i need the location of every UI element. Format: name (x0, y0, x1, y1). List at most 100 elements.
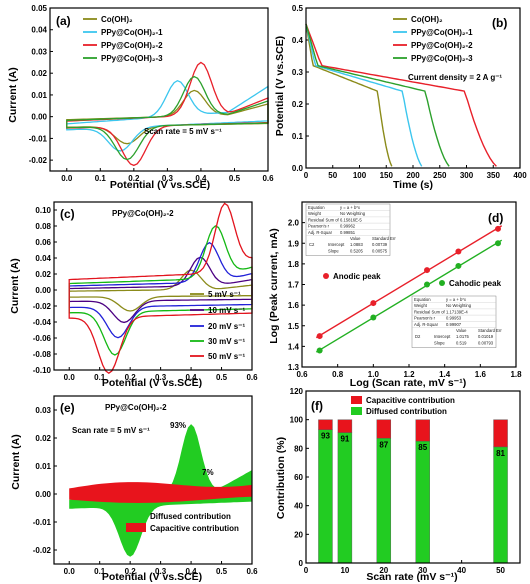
fit-table-anodic: Equation y = a + b*x Weight No WeightingRes… (305, 203, 396, 256)
data-point-0 (316, 333, 323, 340)
bar-capacitive (318, 419, 333, 430)
panel-a-legend: Co(OH)₂ PPy@Co(OH)₂-1 PPy@Co(OH)₂-2 PPy@… (83, 15, 163, 63)
panel-e-annotation: Scan rate = 5 mV s⁻¹ (72, 426, 150, 435)
panel-d-ytick-label: 2.0 (288, 219, 300, 228)
panel-f-xtick-label: 10 (340, 566, 349, 575)
panel-f-contribution-bars: Contribution (%) Scan rate (mV s⁻¹) 0 10 2… (275, 387, 521, 583)
panel-d-log-fit: Log (Peak current, mA) Log (Scan rate, m… (268, 201, 522, 389)
diffused-pct-label: 93% (170, 421, 186, 430)
panel-d-xtick-label: 1.2 (403, 370, 415, 379)
panel-f-ytick-label: 0 (299, 559, 304, 568)
panel-a-ytick-label: 0.00 (31, 113, 47, 122)
panel-d-xtick-label: 0.8 (332, 370, 344, 379)
panel-c-ytick-label: -0.04 (33, 318, 52, 327)
panel-e-ylabel: Current (A) (10, 434, 22, 489)
gcd-curve-ppy3 (305, 23, 450, 167)
fit-table-key: Pearson's r (414, 316, 436, 321)
panel-f-ytick-label: 40 (294, 502, 303, 511)
panel-a-ytick-label: 0.05 (31, 4, 47, 13)
panel-c-ytick-label: 0.10 (35, 206, 51, 215)
fit-table-coef: Value (350, 236, 361, 241)
panel-a-xtick-label: 0.6 (262, 174, 274, 183)
cv-curve-ppy2 (66, 61, 269, 167)
panel-b-ytick-label: 0.0 (292, 164, 304, 173)
panel-c-ytick-label: 0.08 (35, 222, 51, 231)
fit-table-key: Weight (308, 211, 322, 216)
fit-table-coef: 0.01019 (478, 334, 494, 339)
diffused-area (69, 424, 252, 557)
panel-e-xtick-label: 0.2 (125, 567, 137, 576)
panel-a-ytick-label: 0.04 (31, 26, 47, 35)
panel-f-ytick-label: 120 (290, 387, 304, 396)
gcd-curve-ppy2 (305, 23, 497, 167)
fit-table-val: 6.15816E-5 (340, 217, 362, 222)
fit-table-val: No Weighting (446, 303, 472, 308)
panel-a-xtick-label: 0.3 (162, 174, 174, 183)
panel-f-ytick-label: 80 (294, 444, 303, 453)
panel-b-ytick-label: 0.5 (292, 4, 304, 13)
fit-table-coef: 0.5205 (350, 248, 363, 253)
legend-label-50mv: 50 mV s⁻¹ (208, 352, 245, 361)
panel-a-label: (a) (56, 14, 71, 28)
panel-c-legend: 5 mV s⁻¹ 10 mV s⁻¹ 20 mV s⁻¹ 30 mV s⁻¹ 5… (190, 290, 245, 361)
panel-c-ytick-label: -0.06 (33, 334, 52, 343)
fit-table-coef: Intercept (434, 334, 451, 339)
panel-b-xtick-label: 50 (328, 171, 337, 180)
panel-f-ytick-label: 20 (294, 530, 303, 539)
legend-label-30mv: 30 mV s⁻¹ (208, 337, 245, 346)
fit-table-val: No Weighting (340, 211, 366, 216)
panel-c-title: PPy@Co(OH)₂-2 (112, 209, 174, 218)
panel-f-ytick-label: 60 (294, 473, 303, 482)
fit-table-val: 0.99907 (446, 322, 462, 327)
legend-label-20mv: 20 mV s⁻¹ (208, 322, 245, 331)
data-point-0 (494, 225, 501, 232)
panel-e-label: (e) (60, 401, 75, 415)
data-point-1 (370, 314, 377, 321)
panel-e-ytick-label: 0.02 (35, 434, 51, 443)
panel-d-ytick-label: 1.7 (288, 281, 300, 290)
data-point-1 (316, 347, 323, 354)
panel-c-xtick-label: 0.5 (216, 373, 228, 382)
bar-value-label: 91 (340, 435, 349, 444)
legend-swatch-capacitive-f (351, 396, 362, 404)
legend-swatch-diffused (126, 511, 146, 520)
panel-c-ytick-label: 0.00 (35, 286, 51, 295)
fit-line-0 (315, 225, 503, 339)
panel-f-bars: 93 91 87 85 81 (318, 419, 508, 564)
panel-f-ytick-label: 100 (290, 416, 304, 425)
panel-c-cv-scan-rates: Current (A) Potential (V vs.SCE) 0.0 0.1 0… (9, 201, 258, 389)
cv-curve-ppy3 (66, 75, 269, 161)
panel-c-xtick-label: 0.2 (125, 373, 137, 382)
panel-d-fit-lines (315, 225, 503, 353)
fit-table-key: Equation (308, 205, 325, 210)
panel-e-xtick-label: 0.6 (246, 567, 258, 576)
panel-d-xtick-label: 0.6 (296, 370, 308, 379)
fit-table-cathodic: Equation y = a + b*x Weight No WeightingRes… (411, 295, 502, 348)
panel-f-frame (305, 390, 521, 564)
panel-b-gcd: Potential (V vs.SCE) Time (s) 0 50 100 150 2… (274, 4, 527, 191)
panel-b-ylabel: Potential (V vs.SCE) (274, 36, 286, 136)
panel-c-xtick-label: 0.1 (94, 373, 106, 382)
panel-f-ylabel: Contribution (%) (275, 437, 287, 519)
panel-c-xtick-label: 0.3 (155, 373, 167, 382)
panel-b-xtick-label: 0 (304, 171, 309, 180)
panel-d-xtick-label: 1.8 (510, 370, 522, 379)
bar-diffused (415, 440, 430, 564)
panel-c-ytick-label: -0.10 (33, 366, 52, 375)
fit-table-coef: 0.00793 (478, 340, 494, 345)
panel-f-legend: Capacitive contribution Diffused contrib… (351, 396, 455, 416)
panel-d-ytick-label: 1.9 (288, 239, 300, 248)
panel-e-xtick-label: 0.5 (216, 567, 228, 576)
panel-e-ytick-label: -0.02 (33, 546, 52, 555)
fit-table-coef: Standard Err (372, 236, 396, 241)
fit-table-coef: 0.00575 (372, 248, 388, 253)
panel-a-xtick-label: 0.4 (195, 174, 207, 183)
panel-a-ytick-label: 0.01 (31, 91, 47, 100)
legend-label-diffused: Diffused contribution (150, 512, 231, 521)
bar-value-label: 93 (321, 432, 330, 441)
fit-table-coef: Value (456, 328, 467, 333)
panel-c-xtick-label: 0.4 (186, 373, 198, 382)
legend-label-5mv: 5 mV s⁻¹ (208, 290, 241, 299)
fit-table-val: y = a + b*x (446, 297, 467, 302)
